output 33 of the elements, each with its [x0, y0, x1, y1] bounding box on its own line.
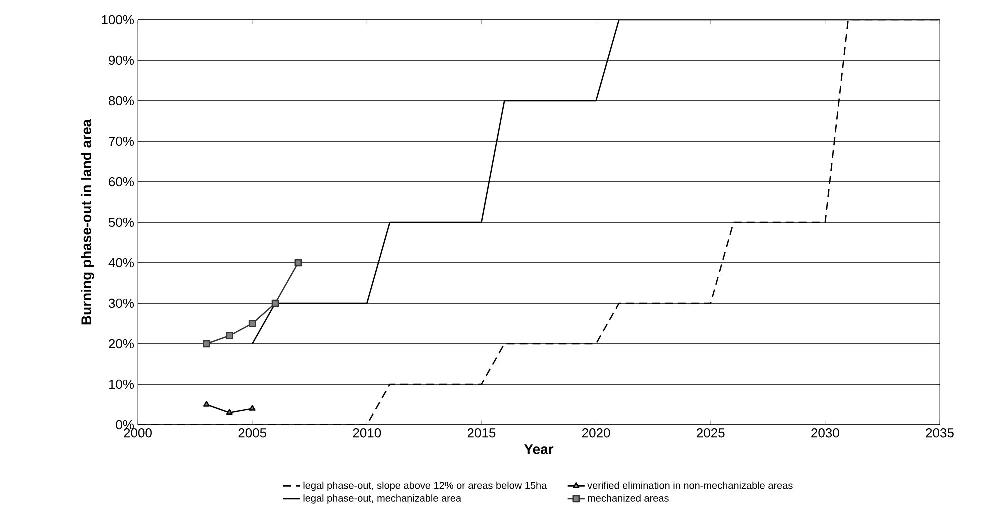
y-tick-label: 60% [109, 177, 134, 187]
y-tick-label: 20% [109, 339, 134, 349]
point [249, 405, 256, 411]
y-tick-label: 100% [102, 15, 134, 25]
x-tick-label: 2020 [582, 428, 610, 438]
x-tick-label: 2010 [353, 428, 382, 438]
x-tick-label: 2025 [697, 428, 725, 438]
legend-label: mechanized areas [588, 494, 669, 502]
y-tick-label: 40% [108, 258, 134, 268]
x-axis-title: Year [524, 444, 554, 454]
legend-label: legal phase-out, slope above 12% or areas below 15ha [304, 482, 548, 492]
x-tick-label: 2000 [124, 428, 152, 438]
y-tick-label: 80% [109, 96, 134, 106]
y-tick-label: 30% [108, 298, 134, 308]
y-tick-label: 50% [108, 218, 134, 228]
point [294, 259, 302, 267]
y-tick-label: 70% [109, 136, 134, 146]
x-tick-label: 2035 [926, 428, 954, 438]
point [226, 332, 234, 340]
legend-label: verified elimination in non-mechanizable areas [588, 482, 793, 490]
y-axis-title: Burning phase-out in land area [81, 119, 94, 325]
x-tick-label: 2015 [468, 428, 496, 438]
y-tick-label: 90% [109, 56, 134, 66]
x-tick-label: 2030 [812, 428, 840, 438]
point [204, 401, 210, 407]
point [226, 409, 233, 415]
point [248, 320, 256, 328]
x-tick-label: 2005 [238, 428, 266, 438]
point [272, 300, 280, 308]
point [203, 340, 210, 348]
legend-label: legal phase-out, mechanizable area [304, 494, 462, 504]
y-tick-label: 10% [109, 380, 134, 390]
y-tick-label: 0% [116, 420, 134, 430]
